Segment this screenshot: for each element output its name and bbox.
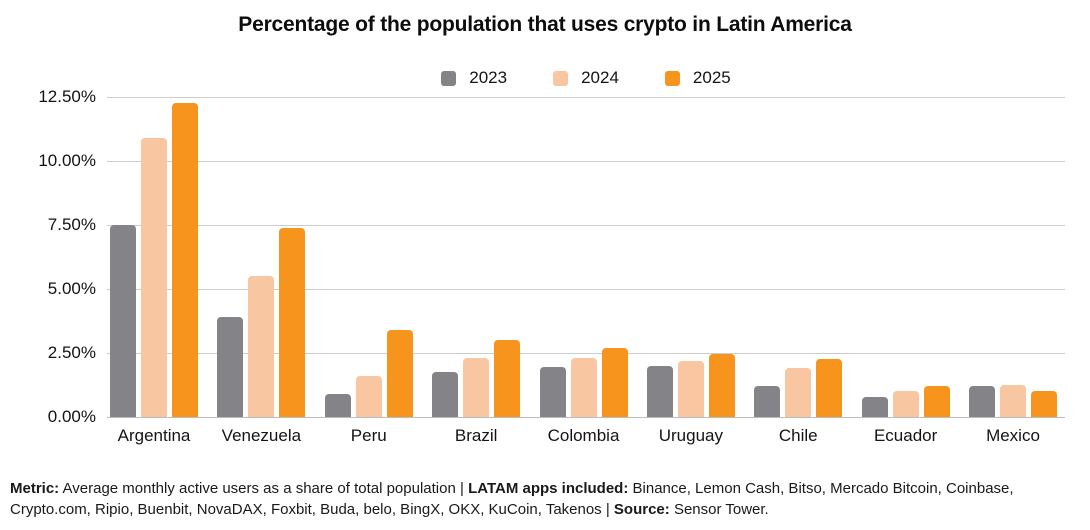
gridline — [107, 161, 1065, 162]
legend-label: 2024 — [581, 68, 619, 87]
legend-swatch-icon — [441, 70, 457, 86]
bar-chile-2025 — [816, 359, 843, 417]
bar-brazil-2024 — [463, 358, 490, 417]
bar-group-chile: Chile — [754, 97, 843, 445]
gridline — [107, 417, 1065, 418]
bar-peru-2024 — [355, 376, 382, 417]
footer-segment: Source: Sensor Tower. — [613, 500, 769, 518]
bar-group-mexico: Mexico — [969, 97, 1057, 445]
bar-groups: Argentina Venezuela Peru Brazil Colombia Urug… — [107, 97, 1065, 445]
x-tick-label: Peru — [350, 426, 387, 445]
chart-title: Percentage of the population that uses c… — [238, 13, 852, 36]
bar-group-uruguay: Uruguay — [646, 97, 735, 445]
bar-mexico-2023 — [969, 386, 995, 417]
gridline — [107, 97, 1065, 98]
bar-venezuela-2025 — [279, 228, 306, 417]
plot-area: 0.00% 2.50% 5.00% 7.50% 10.00% 12.50% Argentin… — [38, 87, 1065, 445]
x-tick-label: Colombia — [547, 426, 620, 445]
legend-label: 2025 — [692, 68, 731, 87]
bar-peru-2023 — [324, 394, 351, 417]
bar-colombia-2025 — [601, 348, 628, 417]
x-tick-label: Brazil — [454, 426, 498, 445]
y-tick-label: 5.00% — [47, 279, 96, 298]
legend-item-2025: 2025 — [664, 68, 731, 88]
bar-colombia-2024 — [570, 358, 597, 417]
legend-item-2023: 2023 — [441, 68, 507, 88]
legend-swatch-icon — [553, 70, 569, 86]
bar-group-brazil: Brazil — [432, 97, 521, 445]
bar-uruguay-2023 — [646, 366, 673, 417]
legend-swatch-icon — [664, 70, 680, 86]
bar-mexico-2024 — [1000, 385, 1026, 417]
bar-group-argentina: Argentina — [110, 97, 198, 445]
y-tick-label: 7.50% — [47, 215, 96, 234]
bar-ecuador-2023 — [861, 397, 888, 417]
bar-group-venezuela: Venezuela — [217, 97, 306, 445]
x-tick-label: Chile — [778, 426, 818, 445]
x-tick-label: Uruguay — [658, 426, 724, 445]
bar-chile-2024 — [785, 368, 812, 417]
x-tick-label: Venezuela — [221, 426, 302, 445]
footer-segment: LATAM apps included: Binance, Lemon Cash… — [10, 480, 1014, 518]
bar-uruguay-2025 — [708, 354, 735, 417]
bar-brazil-2025 — [494, 340, 521, 417]
bar-uruguay-2024 — [677, 361, 704, 417]
bar-ecuador-2024 — [892, 391, 919, 417]
y-tick-label: 10.00% — [38, 151, 96, 170]
y-tick-label: 12.50% — [38, 87, 96, 106]
bar-argentina-2024 — [141, 138, 167, 417]
footer-segment: Metric: Average monthly active users as … — [10, 480, 469, 497]
gridline — [107, 289, 1065, 290]
bar-venezuela-2024 — [248, 276, 275, 417]
y-tick-label: 0.00% — [47, 407, 96, 426]
bar-group-peru: Peru — [324, 97, 413, 445]
bar-group-ecuador: Ecuador — [861, 97, 950, 445]
bar-brazil-2023 — [432, 372, 459, 417]
bar-argentina-2023 — [110, 225, 136, 417]
x-tick-label: Ecuador — [873, 426, 938, 445]
gridline — [107, 353, 1065, 354]
legend-label: 2023 — [469, 68, 508, 87]
bar-colombia-2023 — [539, 367, 566, 417]
bar-group-colombia: Colombia — [539, 97, 628, 445]
bar-venezuela-2023 — [217, 317, 244, 417]
y-tick-label: 2.50% — [47, 343, 96, 362]
bar-chile-2023 — [754, 386, 781, 417]
x-tick-label: Argentina — [117, 426, 191, 445]
bar-argentina-2025 — [172, 103, 198, 417]
gridline — [107, 225, 1065, 226]
bar-mexico-2025 — [1031, 391, 1057, 417]
bar-ecuador-2025 — [923, 386, 950, 417]
x-tick-label: Mexico — [986, 426, 1040, 445]
legend-item-2024: 2024 — [553, 68, 619, 88]
legend: 2023 2024 2025 — [107, 68, 1065, 88]
bar-peru-2025 — [386, 330, 413, 417]
footer-note: Metric: Average monthly active users as … — [10, 479, 1082, 520]
